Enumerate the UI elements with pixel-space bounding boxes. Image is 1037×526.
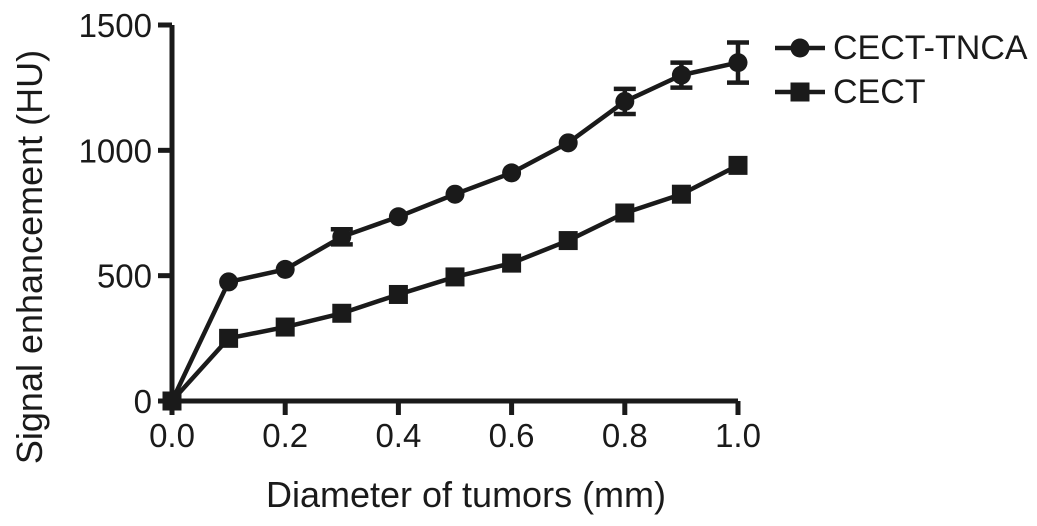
data-point-square	[615, 203, 635, 223]
data-point-square	[275, 317, 295, 337]
y-axis-title: Signal enhancement (HU)	[9, 49, 50, 465]
legend-label-cect: CECT	[833, 72, 926, 111]
series-line	[169, 60, 739, 402]
x-axis-title: Diameter of tumors (mm)	[265, 474, 667, 515]
x-tick-label: 0.2	[262, 417, 308, 454]
data-point-circle	[558, 133, 578, 153]
legend: CECT-TNCA CECT	[775, 28, 1028, 112]
data-point-circle	[615, 91, 635, 111]
x-tick-label: 0.4	[375, 417, 421, 454]
legend-marker-square	[790, 82, 810, 102]
series-cect	[162, 155, 748, 411]
series-cect-tnca	[162, 40, 749, 411]
data-point-circle	[728, 53, 748, 73]
y-tick-label: 1000	[79, 132, 152, 169]
x-tick-label: 0.0	[149, 417, 195, 454]
data-point-square	[388, 284, 408, 304]
data-point-square	[445, 267, 465, 287]
data-point-square	[502, 253, 522, 273]
data-point-circle	[671, 65, 691, 85]
data-point-square	[332, 303, 352, 323]
y-tick-label: 1500	[79, 7, 152, 44]
data-point-square	[671, 184, 691, 204]
data-point-square	[162, 391, 182, 411]
data-point-square	[219, 328, 239, 348]
legend-circle-marker-icon	[775, 38, 825, 58]
legend-square-marker-icon	[775, 82, 825, 102]
legend-item-cect-tnca: CECT-TNCA	[775, 28, 1028, 68]
data-point-circle	[502, 163, 522, 183]
x-tick-label: 0.6	[489, 417, 535, 454]
y-tick-label: 500	[97, 258, 152, 295]
data-point-circle	[219, 272, 239, 292]
data-point-circle	[388, 207, 408, 227]
legend-item-cect: CECT	[775, 72, 1028, 112]
y-tick-label: 0	[134, 383, 152, 420]
data-point-square	[728, 155, 748, 175]
legend-label-cect-tnca: CECT-TNCA	[833, 28, 1028, 67]
data-point-circle	[445, 184, 465, 204]
data-point-circle	[275, 259, 295, 279]
data-point-square	[558, 231, 578, 251]
x-tick-label: 0.8	[602, 417, 648, 454]
legend-marker-circle	[790, 38, 810, 58]
data-point-circle	[332, 227, 352, 247]
x-tick-label: 1.0	[715, 417, 761, 454]
